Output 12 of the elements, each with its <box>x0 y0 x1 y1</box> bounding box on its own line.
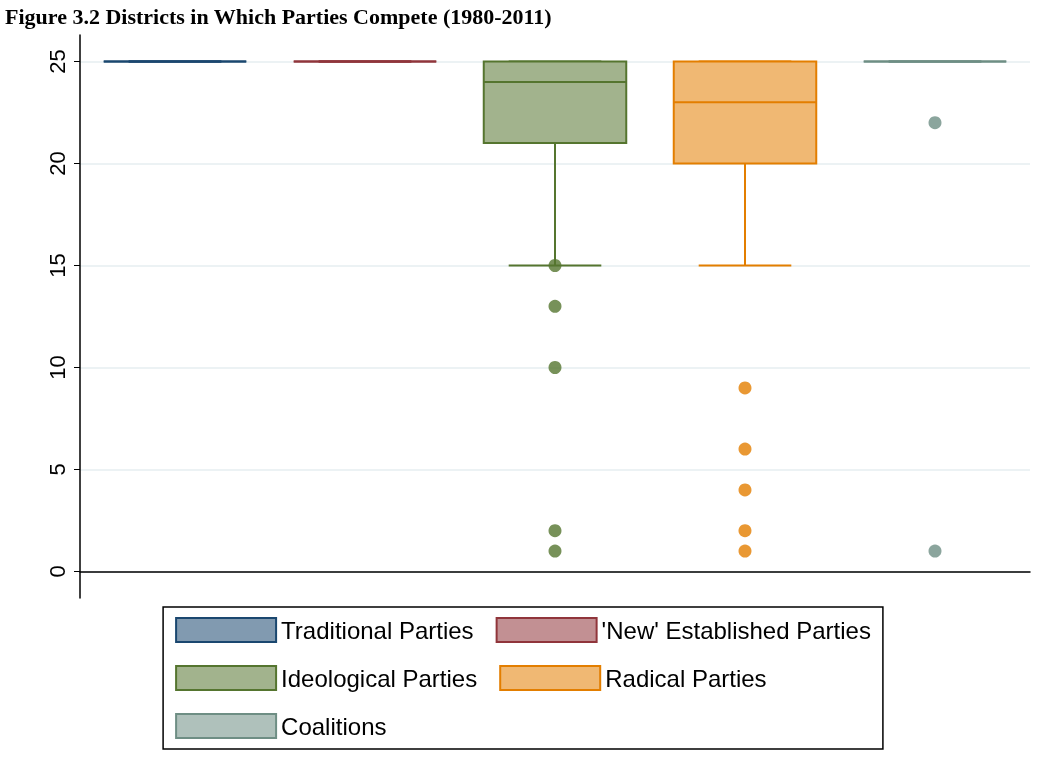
legend-label: 'New' Established Parties <box>601 616 871 644</box>
y-tick-label: 25 <box>44 49 70 74</box>
chart-title: Figure 3.2 Districts in Which Parties Compete (1980-2011) <box>5 3 552 29</box>
y-tick-label: 10 <box>44 355 70 380</box>
legend-label: Radical Parties <box>605 664 767 692</box>
legend-label: Coalitions <box>281 712 387 740</box>
legend-label: Ideological Parties <box>281 664 478 692</box>
legend-label: Traditional Parties <box>281 616 474 644</box>
y-tick-label: 20 <box>44 151 70 176</box>
y-tick-label: 15 <box>44 253 70 278</box>
y-tick-label: 5 <box>44 463 70 476</box>
y-tick-label: 0 <box>44 565 70 578</box>
